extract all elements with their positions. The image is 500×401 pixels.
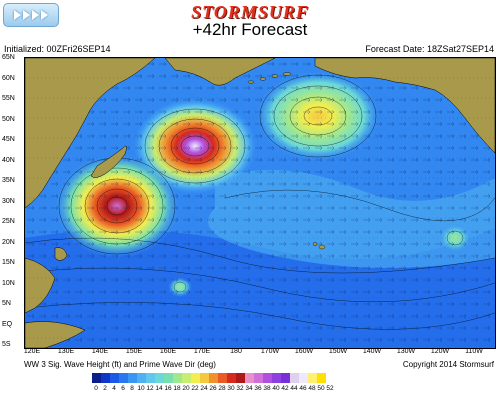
color-swatch (200, 373, 209, 383)
scale-tick-label: 44 (290, 385, 298, 392)
scale-tick-label: 24 (200, 385, 208, 392)
lat-label: EQ (2, 320, 13, 328)
scale-tick-label: 34 (245, 385, 253, 392)
color-swatch (128, 373, 137, 383)
lat-label: 30N (2, 197, 15, 205)
scale-tick-label: 10 (137, 385, 145, 392)
lon-label: 110W (465, 348, 483, 355)
lat-label: 20N (2, 238, 15, 246)
lat-label: 40N (2, 156, 15, 164)
color-swatch (101, 373, 110, 383)
lon-label: 170W (260, 348, 280, 355)
lon-label: 180 (230, 348, 242, 355)
lat-label: 45N (2, 136, 15, 143)
scale-tick-label: 42 (281, 385, 289, 392)
scale-tick-label: 38 (263, 385, 271, 392)
scale-tick-label: 16 (164, 385, 172, 392)
color-scale-bar (92, 373, 326, 383)
lat-label: 15N (2, 259, 15, 266)
lat-label: 65N (2, 54, 15, 61)
scale-tick-label: 2 (103, 385, 107, 392)
wave-height-map (24, 57, 496, 349)
scale-tick-label: 52 (326, 385, 334, 392)
color-swatch (182, 373, 191, 383)
color-swatch (245, 373, 254, 383)
scale-tick-label: 4 (112, 385, 116, 392)
legend-label: WW 3 Sig. Wave Height (ft) and Prime Wav… (24, 360, 216, 369)
lon-label: 160W (294, 348, 314, 355)
lon-label: 120W (430, 348, 450, 355)
scale-tick-label: 32 (236, 385, 244, 392)
scale-tick-label: 48 (308, 385, 316, 392)
color-swatch (110, 373, 119, 383)
lon-label: 140E (91, 348, 109, 355)
color-swatch (290, 373, 299, 383)
color-swatch (281, 373, 290, 383)
scale-tick-label: 8 (130, 385, 134, 392)
scale-tick-label: 36 (254, 385, 262, 392)
scale-tick-label: 46 (299, 385, 307, 392)
color-swatch (191, 373, 200, 383)
lat-label: 10N (2, 279, 15, 287)
scale-tick-label: 40 (272, 385, 280, 392)
lat-label: 50N (2, 115, 15, 123)
color-swatch (317, 373, 326, 383)
map-canvas (25, 58, 495, 348)
scale-tick-label: 30 (227, 385, 235, 392)
color-swatch (254, 373, 263, 383)
color-swatch (209, 373, 218, 383)
forecast-date-label: Forecast Date: 18ZSat27SEP14 (365, 44, 494, 54)
color-swatch (263, 373, 272, 383)
initialized-label: Initialized: 00ZFri26SEP14 (4, 44, 111, 54)
lon-label: 130W (396, 348, 416, 355)
scale-tick-label: 22 (191, 385, 199, 392)
lat-label: 35N (2, 177, 15, 184)
lon-label: 120E (23, 348, 41, 355)
playback-controls[interactable] (3, 3, 59, 27)
scale-tick-label: 6 (121, 385, 125, 392)
lat-label: 5S (2, 341, 11, 348)
scale-tick-label: 0 (94, 385, 98, 392)
scale-tick-label: 12 (146, 385, 154, 392)
color-swatch (308, 373, 317, 383)
scale-tick-label: 28 (218, 385, 226, 392)
lat-label: 60N (2, 74, 15, 82)
lat-label: 5N (2, 300, 11, 307)
scale-tick-label: 14 (155, 385, 163, 392)
play-icon (23, 10, 30, 20)
color-swatch (272, 373, 281, 383)
lat-label: 55N (2, 95, 15, 102)
copyright-label: Copyright 2014 Stormsurf (402, 360, 494, 369)
color-swatch (137, 373, 146, 383)
scale-tick-label: 20 (182, 385, 190, 392)
lon-label: 130E (57, 348, 75, 355)
lat-label: 25N (2, 218, 15, 225)
lon-label: 170E (193, 348, 211, 355)
lon-label: 150E (125, 348, 143, 355)
play-icon (32, 10, 39, 20)
color-swatch (236, 373, 245, 383)
play-icon (14, 10, 21, 20)
color-swatch (146, 373, 155, 383)
color-swatch (227, 373, 236, 383)
color-swatch (92, 373, 101, 383)
color-swatch (173, 373, 182, 383)
scale-tick-label: 50 (317, 385, 325, 392)
lon-label: 160E (159, 348, 177, 355)
play-icon (41, 10, 48, 20)
color-swatch (164, 373, 173, 383)
color-swatch (155, 373, 164, 383)
scale-tick-label: 18 (173, 385, 181, 392)
forecast-title: +42hr Forecast (192, 20, 308, 39)
lon-label: 140W (362, 348, 382, 355)
color-swatch (299, 373, 308, 383)
brand-logo: STORMSURF (191, 2, 309, 22)
color-swatch (218, 373, 227, 383)
color-swatch (119, 373, 128, 383)
scale-tick-label: 26 (209, 385, 217, 392)
lon-label: 150W (328, 348, 348, 355)
